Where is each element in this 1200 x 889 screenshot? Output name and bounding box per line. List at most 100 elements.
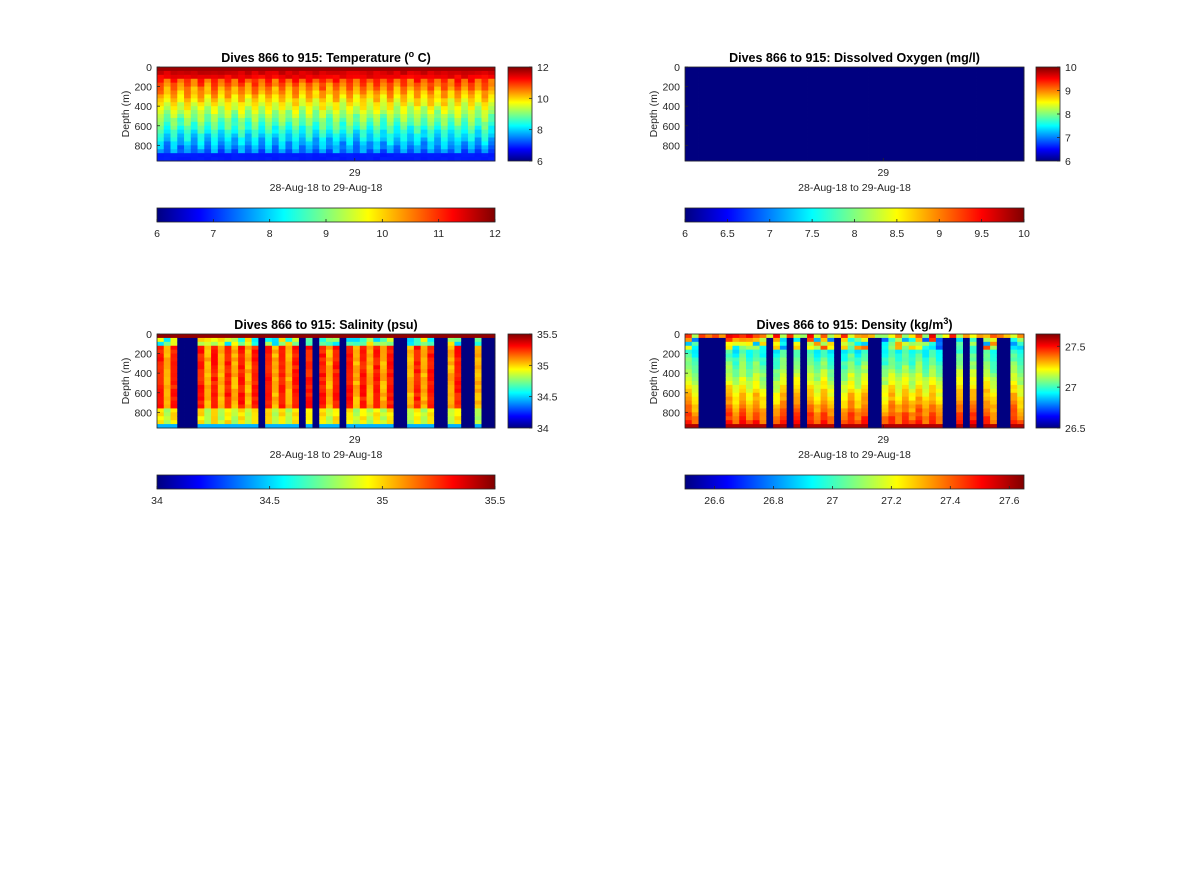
heatmap-cell xyxy=(474,404,482,409)
heatmap-cell xyxy=(1010,94,1018,99)
heatmap-cell xyxy=(217,384,225,390)
heatmap-cell xyxy=(271,408,280,413)
heatmap-cell xyxy=(298,102,307,107)
heatmap-cell xyxy=(1010,357,1018,362)
heatmap-cell xyxy=(400,424,408,429)
heatmap-cell xyxy=(868,381,876,386)
heatmap-cell xyxy=(224,121,232,127)
heatmap-cell xyxy=(427,121,435,127)
heatmap-cell xyxy=(238,121,246,127)
heatmap-cell xyxy=(440,392,449,398)
heatmap-cell xyxy=(271,141,280,146)
heatmap-cell xyxy=(834,373,842,378)
heatmap-cell xyxy=(752,114,760,119)
heatmap-cell xyxy=(427,365,435,370)
heatmap-cell xyxy=(800,357,808,362)
heatmap-cell xyxy=(461,334,469,339)
heatmap-cell xyxy=(332,106,340,111)
heatmap-cell xyxy=(712,125,720,131)
heatmap-cell xyxy=(184,137,192,142)
heatmap-cell xyxy=(759,384,767,390)
heatmap-cell xyxy=(705,416,713,421)
heatmap-cell xyxy=(779,82,788,87)
heatmap-cell xyxy=(204,341,212,347)
heatmap-cell xyxy=(990,157,998,162)
heatmap-cell xyxy=(874,117,883,123)
heatmap-cell xyxy=(962,157,971,162)
heatmap-cell xyxy=(962,90,971,95)
heatmap-cell xyxy=(447,82,455,87)
heatmap-cell xyxy=(447,121,455,127)
heatmap-cell xyxy=(339,337,347,343)
heatmap-cell xyxy=(969,106,977,111)
heatmap-cell xyxy=(413,78,422,84)
heatmap-cell xyxy=(400,90,408,95)
heatmap-cell xyxy=(332,369,340,374)
heatmap-cell xyxy=(786,114,794,119)
heatmap-cell xyxy=(996,396,1005,401)
heatmap-cell xyxy=(393,106,401,111)
heatmap-cell xyxy=(211,94,219,99)
heatmap-cell xyxy=(211,102,219,107)
heatmap-cell xyxy=(949,74,957,80)
heatmap-cell xyxy=(461,345,469,351)
heatmap-cell xyxy=(332,157,340,162)
heatmap-cell xyxy=(990,102,998,107)
heatmap-cell xyxy=(326,133,334,138)
heatmap-cell xyxy=(996,117,1005,123)
heatmap-cell xyxy=(793,102,801,107)
heatmap-cell xyxy=(407,125,415,131)
heatmap-cell xyxy=(366,125,374,131)
y-axis-label: Depth (m) xyxy=(120,358,132,405)
heatmap-cell xyxy=(447,129,455,134)
heatmap-cell xyxy=(238,420,246,425)
heatmap-cell xyxy=(840,98,849,103)
heatmap-cell xyxy=(786,67,794,72)
heatmap-cell xyxy=(413,416,422,421)
heatmap-cell xyxy=(901,90,910,95)
heatmap-cell xyxy=(346,349,354,354)
heatmap-cell xyxy=(752,373,760,378)
heatmap-cell xyxy=(718,94,727,99)
heatmap-cell xyxy=(467,145,476,150)
heatmap-cell xyxy=(962,408,971,413)
heatmap-cell xyxy=(244,353,253,358)
heatmap-cell xyxy=(204,145,212,150)
heatmap-cell xyxy=(190,121,198,127)
heatmap-cell xyxy=(184,369,192,374)
heatmap-cell xyxy=(813,125,821,131)
heatmap-cell xyxy=(793,392,801,398)
heatmap-cell xyxy=(305,98,313,103)
heatmap-cell xyxy=(712,384,720,390)
heatmap-cell xyxy=(718,106,727,111)
heatmap-cell xyxy=(373,345,381,351)
heatmap-cell xyxy=(400,153,408,158)
heatmap-cell xyxy=(881,396,889,401)
heatmap-cell xyxy=(922,74,930,80)
heatmap-cell xyxy=(163,408,171,413)
heatmap-cell xyxy=(854,373,862,378)
heatmap-cell xyxy=(786,125,794,131)
heatmap-cell xyxy=(1010,90,1018,95)
heatmap-cell xyxy=(983,141,991,146)
heatmap-cell xyxy=(922,98,930,103)
heatmap-cell xyxy=(773,106,781,111)
heatmap-cell xyxy=(258,90,266,95)
heatmap-cell xyxy=(766,373,774,378)
heatmap-cell xyxy=(292,114,300,119)
heatmap-cell xyxy=(983,424,991,429)
heatmap-cell xyxy=(732,94,740,99)
heatmap-cell xyxy=(190,412,198,417)
heatmap-cell xyxy=(901,404,910,409)
heatmap-cell xyxy=(712,74,720,80)
heatmap-cell xyxy=(461,137,469,142)
heatmap-cell xyxy=(942,67,950,72)
heatmap-cell xyxy=(895,416,903,421)
heatmap-cell xyxy=(474,416,482,421)
heatmap-cell xyxy=(942,365,950,370)
heatmap-cell xyxy=(840,357,849,362)
heatmap-cell xyxy=(305,396,313,401)
heatmap-cell xyxy=(705,70,713,76)
heatmap-cell xyxy=(773,334,781,339)
heatmap-cell xyxy=(258,129,266,134)
